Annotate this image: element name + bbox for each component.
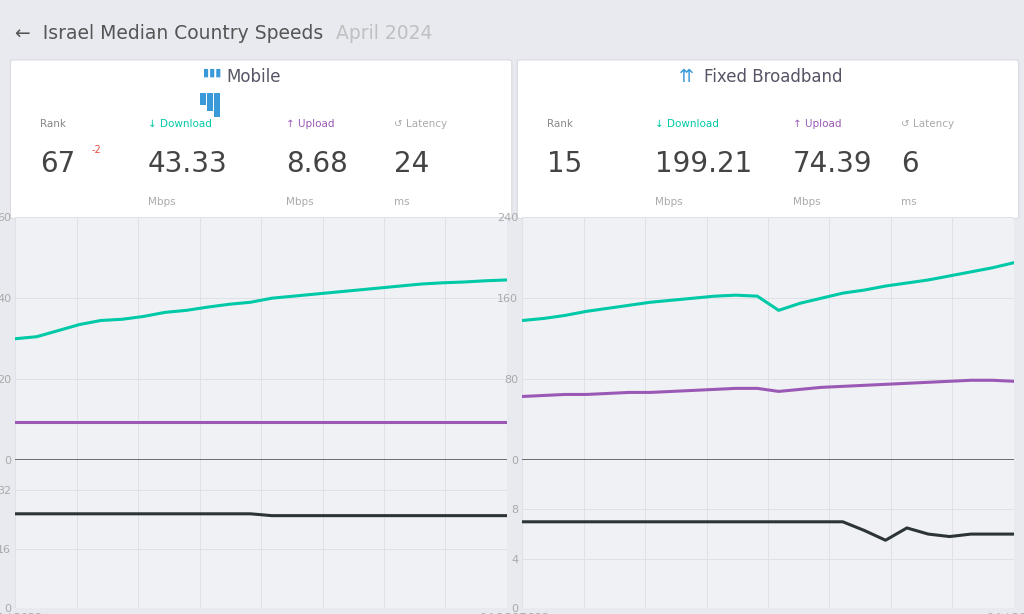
- Text: 6: 6: [901, 150, 919, 178]
- Text: 43.33: 43.33: [148, 150, 227, 178]
- Text: Mbps: Mbps: [286, 196, 313, 206]
- Text: ⇈: ⇈: [679, 68, 694, 85]
- Text: ↑ Upload: ↑ Upload: [286, 119, 334, 129]
- Text: ↑ Upload: ↑ Upload: [793, 119, 841, 129]
- Text: ←  Israel Median Country Speeds: ← Israel Median Country Speeds: [15, 24, 330, 42]
- Text: Fixed Broadband: Fixed Broadband: [705, 68, 843, 85]
- Text: Mbps: Mbps: [655, 196, 683, 206]
- Text: ↺ Latency: ↺ Latency: [901, 119, 953, 129]
- Text: ms: ms: [394, 196, 410, 206]
- Text: ms: ms: [901, 196, 916, 206]
- Text: ↓ Download: ↓ Download: [655, 119, 719, 129]
- Text: ▮▮▮: ▮▮▮: [204, 68, 222, 77]
- Text: 67: 67: [40, 150, 75, 178]
- FancyBboxPatch shape: [517, 60, 1019, 219]
- Text: Mbps: Mbps: [793, 196, 820, 206]
- FancyBboxPatch shape: [200, 93, 206, 105]
- Text: ↺ Latency: ↺ Latency: [394, 119, 446, 129]
- Text: 15: 15: [547, 150, 582, 178]
- Text: 199.21: 199.21: [655, 150, 753, 178]
- Text: 74.39: 74.39: [793, 150, 872, 178]
- Text: Rank: Rank: [40, 119, 66, 129]
- Text: ↓ Download: ↓ Download: [148, 119, 212, 129]
- Text: 24: 24: [394, 150, 429, 178]
- Text: -2: -2: [91, 145, 101, 155]
- Text: 8.68: 8.68: [286, 150, 347, 178]
- Text: Mbps: Mbps: [148, 196, 176, 206]
- FancyBboxPatch shape: [10, 60, 512, 219]
- Text: April 2024: April 2024: [336, 24, 433, 42]
- Text: Rank: Rank: [547, 119, 572, 129]
- FancyBboxPatch shape: [214, 93, 220, 117]
- FancyBboxPatch shape: [207, 93, 213, 111]
- Text: Mobile: Mobile: [226, 68, 282, 85]
